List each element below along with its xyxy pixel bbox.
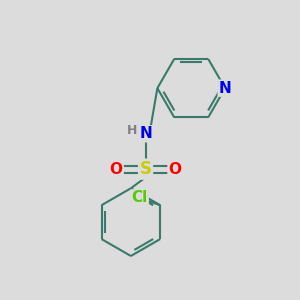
Text: N: N	[139, 126, 152, 141]
Text: S: S	[140, 160, 152, 178]
Text: H: H	[127, 124, 137, 137]
Text: O: O	[169, 162, 182, 177]
Text: O: O	[110, 162, 123, 177]
Text: N: N	[219, 81, 232, 96]
Text: Cl: Cl	[131, 190, 148, 205]
